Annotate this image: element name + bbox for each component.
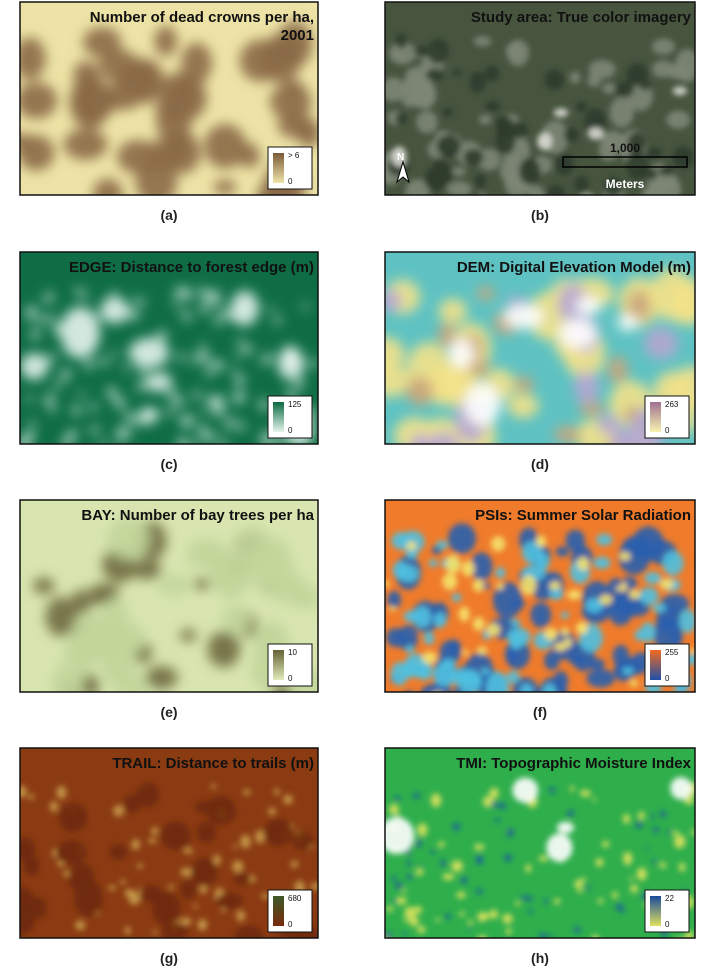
legend-ramp	[273, 402, 284, 432]
map-title: Number of dead crowns per ha,	[90, 9, 314, 26]
scale-unit: Meters	[606, 177, 645, 191]
map-title: Study area: True color imagery	[471, 9, 692, 26]
legend-min: 0	[288, 177, 293, 186]
panel-caption: (f)	[533, 704, 547, 720]
scale-distance: 1,000	[610, 141, 640, 155]
legend-max: 680	[288, 894, 302, 903]
panel-caption: (d)	[531, 456, 549, 472]
legend-max: 22	[665, 894, 674, 903]
legend-ramp	[273, 153, 284, 183]
panel-caption: (b)	[531, 207, 549, 223]
map-panel: PSIs: Summer Solar Radiation 255 0	[383, 500, 701, 718]
legend-ramp	[273, 896, 284, 926]
legend-ramp	[650, 650, 661, 680]
legend-max: 255	[665, 648, 679, 657]
panel-caption: (h)	[531, 950, 549, 966]
legend-min: 0	[288, 920, 293, 929]
legend-min: 0	[665, 674, 670, 683]
legend-max: 10	[288, 648, 297, 657]
map-title: TRAIL: Distance to trails (m)	[112, 755, 314, 772]
map-title: EDGE: Distance to forest edge (m)	[69, 259, 314, 276]
legend-max: > 6	[288, 151, 300, 160]
legend-ramp	[650, 896, 661, 926]
legend-max: 125	[288, 400, 302, 409]
legend-max: 263	[665, 400, 679, 409]
map-panel: EDGE: Distance to forest edge (m) 125 0	[19, 252, 318, 458]
map-title: PSIs: Summer Solar Radiation	[475, 507, 691, 524]
legend-min: 0	[288, 674, 293, 683]
map-panel: Study area: True color imagery 1,000 Meter…	[379, 2, 699, 212]
panel-caption: (a)	[160, 207, 177, 223]
legend-ramp	[650, 402, 661, 432]
north-label: N	[397, 152, 404, 163]
map-panel: TMI: Topographic Moisture Index 22 0	[379, 748, 698, 948]
panel-caption: (c)	[160, 456, 177, 472]
map-title: TMI: Topographic Moisture Index	[456, 755, 691, 772]
legend-min: 0	[288, 426, 293, 435]
figure: Number of dead crowns per ha,2001 > 6 0 (a)…	[0, 0, 705, 970]
map-panel: DEM: Digital Elevation Model (m) 263 0	[367, 252, 705, 466]
map-title: BAY: Number of bay trees per ha	[81, 507, 314, 524]
legend-min: 0	[665, 920, 670, 929]
map-title: DEM: Digital Elevation Model (m)	[457, 259, 691, 276]
legend-ramp	[273, 650, 284, 680]
map-panel: BAY: Number of bay trees per ha 10 0	[20, 500, 324, 708]
legend-min: 0	[665, 426, 670, 435]
panel-caption: (g)	[160, 950, 178, 966]
map-title: 2001	[281, 27, 314, 44]
map-panel: TRAIL: Distance to trails (m) 680 0	[5, 748, 322, 962]
panel-caption: (e)	[160, 704, 177, 720]
map-panel: Number of dead crowns per ha,2001 > 6 0	[10, 2, 321, 232]
